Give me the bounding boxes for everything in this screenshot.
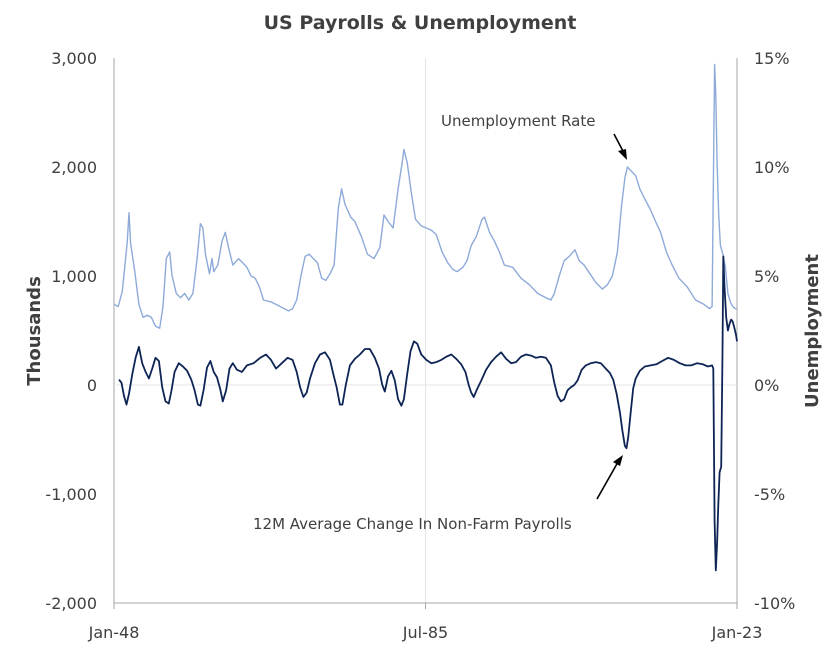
right-y-tick-label: 0% [754, 376, 779, 395]
left-y-tick-label: -2,000 [45, 594, 97, 613]
left-y-tick-label: 1,000 [51, 267, 97, 286]
right-y-tick-label: 15% [754, 49, 790, 68]
payrolls-annotation: 12M Average Change In Non-Farm Payrolls [253, 515, 572, 533]
left-y-tick-labels: 3,000 2,000 1,000 0 -1,000 -2,000 [45, 49, 97, 613]
right-y-tick-label: 10% [754, 158, 790, 177]
unemployment-rate-annotation: Unemployment Rate [441, 112, 595, 130]
left-y-tick-label: -1,000 [45, 485, 97, 504]
payrolls-arrow [596, 461, 619, 500]
left-y-tick-label: 2,000 [51, 158, 97, 177]
left-y-tick-label: 0 [87, 376, 97, 395]
right-y-tick-label: -5% [754, 485, 785, 504]
x-tick-labels: Jan-48 Jul-85 Jan-23 [88, 623, 763, 642]
right-y-tick-labels: 15% 10% 5% 0% -5% -10% [754, 49, 795, 613]
x-tick-label: Jan-23 [711, 623, 763, 642]
unemployment-rate-line [113, 63, 737, 329]
right-y-axis-label: Unemployment [802, 254, 823, 408]
left-y-tick-label: 3,000 [51, 49, 97, 68]
payrolls-line [118, 255, 738, 572]
right-y-tick-label: -10% [754, 594, 795, 613]
x-tick-label: Jul-85 [402, 623, 448, 642]
payrolls-arrowhead [613, 455, 623, 466]
left-y-axis-label: Thousands [24, 276, 45, 386]
chart-title: US Payrolls & Unemployment [264, 12, 577, 34]
x-tick-label: Jan-48 [88, 623, 140, 642]
unemployment-rate-arrow [613, 133, 625, 154]
unemployment-rate-arrowhead [618, 149, 627, 160]
right-y-tick-label: 5% [754, 267, 779, 286]
